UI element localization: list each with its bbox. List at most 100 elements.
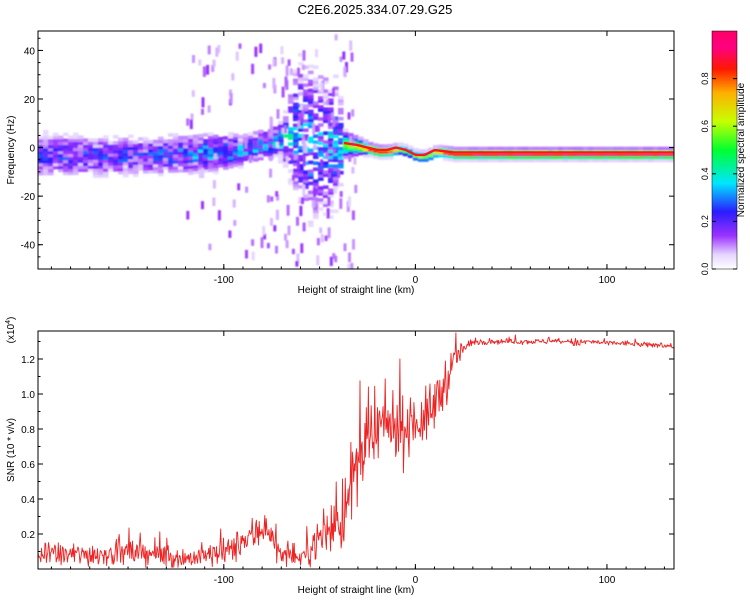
spectrogram-cell (308, 175, 314, 180)
spectrogram-cell (288, 178, 294, 182)
spectrogram-cell (278, 135, 284, 140)
spectrogram-cell (93, 156, 99, 160)
spectrogram-speckle (238, 43, 242, 49)
spectrogram-cell (143, 170, 149, 174)
spectrogram-cell (323, 143, 329, 147)
spectrogram-speckle (268, 64, 272, 70)
spectrogram-cell (313, 182, 319, 186)
spectrogram-cell (123, 149, 129, 154)
colorbar-tick-label: 0.2 (700, 215, 710, 228)
spectrogram-cell (308, 115, 314, 120)
spectrogram-cell (333, 158, 339, 163)
spectrogram-cell (288, 106, 294, 110)
spectrogram-cell (328, 137, 334, 141)
spectrogram-cell (373, 152, 379, 156)
spectrogram-cell (178, 141, 184, 146)
colorbar-tick-label: 0.8 (700, 72, 710, 85)
spectrogram-cell (58, 141, 64, 146)
spectrogram-cell (333, 92, 339, 97)
spectrogram-cell (468, 146, 474, 151)
spectrogram-cell (73, 171, 79, 176)
spectrogram-cell (343, 152, 349, 156)
spectrogram-cell (218, 148, 224, 153)
spectrogram-cell (663, 158, 669, 163)
spectrogram-cell (308, 160, 314, 165)
spectrogram-cell (208, 147, 214, 151)
spectrogram-cell (398, 151, 404, 155)
spectrogram-cell (578, 146, 584, 151)
spectrogram-speckle (186, 210, 190, 220)
colorbar-tick-label: 0.6 (700, 120, 710, 133)
spectrogram-speckle (299, 205, 303, 217)
spectrogram-cell (58, 150, 64, 155)
spectrogram-cell (58, 168, 64, 173)
spectrogram-cell (303, 152, 309, 156)
spectrogram-cell (83, 159, 89, 163)
snr-panel: -100 0 100 0.2 0.4 0.6 0.8 1.0 1.2 Height of st… (5, 317, 675, 596)
spectrogram-cell (88, 150, 94, 154)
spectrogram-cell (108, 159, 114, 163)
spectrogram-cell (668, 155, 674, 160)
y-tick-label: 0 (29, 144, 35, 155)
spectrogram-cell (338, 164, 344, 169)
spectrogram-cell (98, 171, 104, 175)
spectrogram-speckle (327, 196, 331, 206)
spectrogram-cell (78, 144, 84, 148)
spectrogram-cell (313, 113, 319, 117)
x-tick-label: -100 (214, 575, 234, 586)
spectrogram-cell (293, 153, 299, 158)
spectrogram-cell (128, 146, 134, 151)
spectrogram-cell (178, 135, 184, 140)
spectrogram-cell (343, 143, 349, 147)
spectrogram-cell (498, 158, 504, 163)
spectrogram-speckle (320, 159, 324, 167)
spectrogram-cell (168, 160, 174, 164)
spectrogram-cell (288, 181, 294, 185)
spectrogram-speckle (347, 263, 351, 269)
spectrogram-cell (168, 151, 174, 155)
spectrogram-cell (323, 146, 329, 150)
spectrogram-cell (523, 152, 529, 157)
spectrogram-cell (238, 141, 244, 145)
spectrogram-speckle (198, 59, 202, 66)
spectrogram-cell (328, 125, 334, 129)
spectrogram-cell (483, 146, 489, 151)
spectrogram-cell (113, 165, 119, 169)
spectrogram-cell (333, 152, 339, 157)
figure-title: C2E6.2025.334.07.29.G25 (298, 2, 453, 17)
spectrogram-cell (83, 168, 89, 172)
spectrogram-cell (278, 138, 284, 143)
spectrogram-cell (263, 137, 269, 142)
spectrogram-cell (308, 169, 314, 174)
spectrogram-cell (78, 138, 84, 142)
spectrogram-cell (168, 163, 174, 167)
spectrogram-cell (163, 142, 169, 146)
spectrogram-cell (173, 151, 179, 155)
spectrogram-cell (178, 153, 184, 158)
spectrogram-cell (328, 188, 334, 192)
spectrogram-cell (278, 156, 284, 161)
spectrogram-cell (258, 129, 264, 134)
spectrogram-cell (648, 146, 654, 151)
spectrogram-cell (183, 153, 189, 158)
spectrogram-cell (628, 158, 634, 163)
spectrogram-cell (43, 159, 49, 164)
spectrogram-speckle (311, 200, 315, 208)
spectrogram-cell (43, 135, 49, 140)
spectrogram-cell (138, 149, 144, 153)
spectrogram-cell (53, 147, 59, 152)
spectrogram-cell (208, 141, 214, 145)
spectrogram-cell (513, 155, 519, 160)
y-tick-label: 1.2 (21, 355, 35, 366)
spectrogram-cell (318, 171, 324, 175)
spectrogram-cell (68, 150, 74, 155)
spectrogram-cell (503, 146, 509, 151)
spectrogram-cell (278, 153, 284, 158)
spectrogram-speckle (327, 113, 331, 124)
spectrogram-cell (293, 162, 299, 167)
spectrogram-speckle (269, 155, 273, 162)
spectrogram-cell (238, 150, 244, 154)
spectrogram-cell (208, 156, 214, 160)
spectrogram-cell (278, 147, 284, 152)
spectrogram-speckle (352, 239, 355, 250)
